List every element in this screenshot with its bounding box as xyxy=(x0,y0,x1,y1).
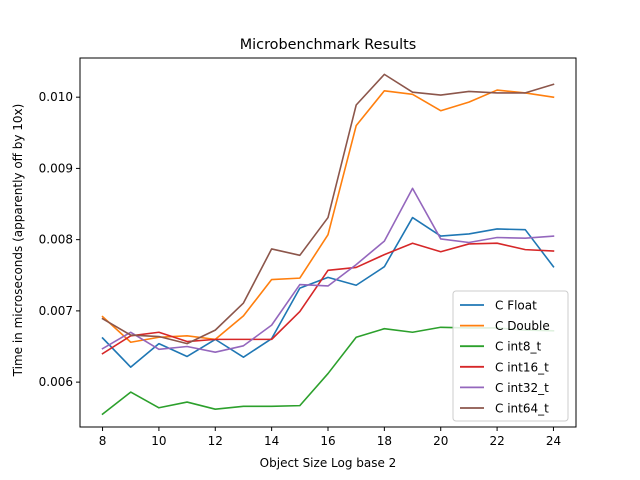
series-line-5 xyxy=(101,73,555,345)
legend-box xyxy=(452,290,569,422)
x-tick-label-2: 12 xyxy=(208,434,223,448)
legend-label-2: C int8_t xyxy=(495,340,541,354)
x-axis: 8 10 12 14 16 18 20 22 24 xyxy=(99,427,561,448)
series-line-1 xyxy=(101,89,555,344)
y-axis-label: Time in microseconds (apparently off by … xyxy=(11,104,25,378)
legend: C Float C Double C int8_t C int16_t C int32_… xyxy=(452,290,569,422)
x-tick-label-1: 10 xyxy=(151,434,166,448)
legend-label-0: C Float xyxy=(495,299,537,313)
y-tick-label-1: 0.007 xyxy=(39,304,73,318)
legend-label-4: C int32_t xyxy=(495,381,549,395)
x-tick-label-6: 20 xyxy=(433,434,448,448)
x-tick-label-3: 14 xyxy=(264,434,279,448)
x-tick-label-5: 18 xyxy=(377,434,392,448)
y-tick-label-0: 0.006 xyxy=(39,375,73,389)
y-axis: 0.006 0.007 0.008 0.009 0.010 xyxy=(39,90,80,389)
y-tick-label-2: 0.008 xyxy=(39,233,73,247)
series-line-0 xyxy=(101,216,555,368)
x-tick-label-7: 22 xyxy=(489,434,504,448)
x-tick-label-4: 16 xyxy=(320,434,335,448)
legend-label-3: C int16_t xyxy=(495,360,549,374)
x-tick-label-0: 8 xyxy=(99,434,107,448)
legend-label-1: C Double xyxy=(495,319,550,333)
y-tick-label-3: 0.009 xyxy=(39,161,73,175)
y-tick-label-4: 0.010 xyxy=(39,90,73,104)
series-line-4 xyxy=(101,187,555,354)
x-tick-label-8: 24 xyxy=(546,434,561,448)
x-axis-label: Object Size Log base 2 xyxy=(260,456,397,470)
series-line-3 xyxy=(101,242,555,355)
chart-title: Microbenchmark Results xyxy=(240,37,417,53)
legend-label-5: C int64_t xyxy=(495,402,549,416)
